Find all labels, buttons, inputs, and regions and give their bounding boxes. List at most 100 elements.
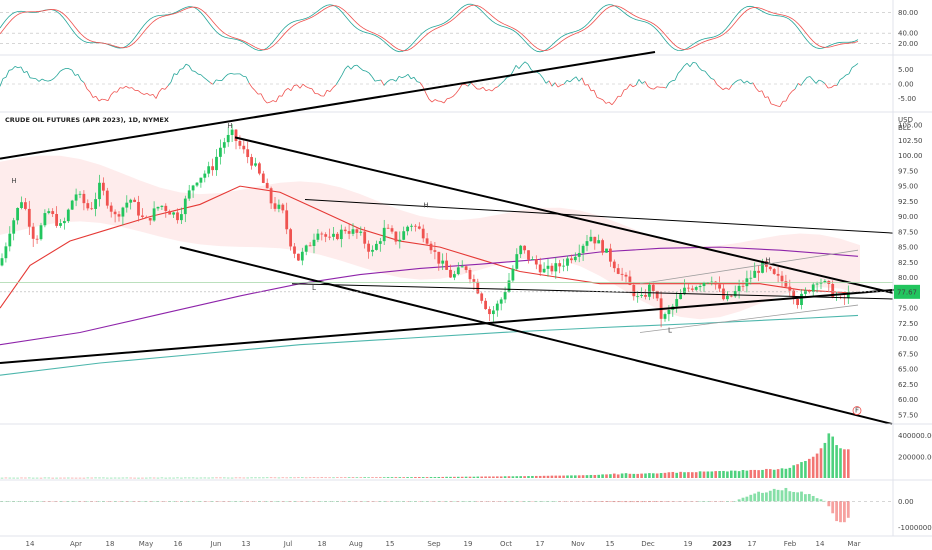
momentum-segment: [626, 84, 631, 90]
momentum-segment: [737, 79, 742, 81]
candle-body: [316, 233, 320, 240]
volume-bar: [410, 477, 413, 478]
volume-bar: [347, 477, 351, 478]
price-tick-label: 67.50: [898, 350, 918, 358]
volume-bar: [609, 474, 612, 478]
volume-bar: [538, 475, 542, 478]
candle-body: [375, 243, 378, 250]
candle-body: [293, 246, 296, 254]
momentum-segment: [431, 99, 436, 103]
price-tick-label: 82.50: [898, 259, 918, 267]
momentum-segment: [464, 83, 469, 87]
candle-body: [102, 182, 105, 191]
volume-bar: [488, 476, 491, 478]
volume-bar: [375, 477, 378, 478]
momentum-segment: [5, 70, 10, 78]
volume-bar: [648, 473, 651, 478]
candle-body: [694, 287, 698, 290]
volume-bar: [726, 471, 729, 478]
macd-histogram-bar: [846, 501, 850, 518]
volume-bar: [398, 477, 402, 478]
macd-histogram-bar: [651, 501, 655, 502]
macd-histogram-bar: [796, 492, 799, 502]
momentum-segment: [284, 88, 289, 91]
candle-body: [74, 194, 78, 201]
momentum-segment: [308, 87, 313, 90]
momentum-segment: [770, 103, 775, 106]
momentum-segment: [317, 93, 322, 97]
volume-bar: [585, 475, 589, 478]
volume-bar: [425, 477, 429, 478]
momentum-segment: [656, 86, 661, 88]
momentum-segment: [587, 84, 592, 92]
candle-body: [702, 282, 706, 287]
candle-body: [663, 314, 667, 319]
volume-bar: [772, 469, 776, 478]
moving-average-line: [0, 246, 859, 346]
candle-body: [460, 266, 464, 268]
momentum-segment: [845, 73, 850, 76]
candle-body: [698, 286, 702, 288]
momentum-segment: [734, 79, 739, 83]
candle-body: [585, 241, 589, 246]
momentum-segment: [815, 79, 820, 84]
price-tick-label: 102.50: [898, 137, 923, 145]
momentum-segment: [557, 84, 562, 88]
candle-body: [289, 229, 292, 247]
volume-bar: [507, 476, 511, 478]
momentum-segment: [206, 79, 211, 83]
macd-histogram-bar: [737, 499, 741, 502]
momentum-segment: [221, 76, 226, 81]
volume-bar: [332, 477, 335, 479]
volume-bar: [628, 473, 632, 478]
momentum-segment: [686, 63, 691, 67]
momentum-segment: [797, 83, 802, 86]
macd-histogram-bar: [741, 497, 745, 502]
momentum-segment: [416, 81, 421, 83]
candle-body: [414, 225, 417, 227]
momentum-segment: [104, 99, 109, 102]
volume-bar: [480, 476, 483, 478]
trendline: [304, 199, 894, 234]
momentum-segment: [296, 84, 301, 89]
candle-body: [339, 229, 343, 240]
volume-bar: [535, 475, 538, 478]
macd-histogram-bar: [800, 491, 803, 502]
macd-histogram-bar: [632, 501, 636, 503]
volume-bar: [823, 442, 827, 478]
momentum-segment: [155, 91, 160, 99]
momentum-segment: [200, 74, 205, 78]
momentum-segment: [74, 73, 79, 76]
volume-bar: [808, 458, 811, 478]
macd-histogram-bar: [745, 496, 749, 502]
candle-body: [125, 202, 129, 208]
candle-body: [90, 208, 94, 210]
momentum-segment: [410, 76, 415, 80]
momentum-segment: [653, 86, 658, 90]
volume-bar: [414, 477, 417, 478]
volume-bar: [117, 477, 121, 479]
candle-body: [254, 163, 257, 166]
time-tick-label: 17: [536, 540, 545, 548]
momentum-segment: [281, 90, 286, 97]
momentum-segment: [725, 87, 730, 90]
momentum-segment: [263, 99, 268, 104]
momentum-segment: [179, 68, 184, 70]
candle-body: [300, 251, 304, 261]
price-tick-label: 90.00: [898, 213, 918, 221]
trendline: [291, 283, 894, 300]
volume-bar: [515, 476, 519, 478]
momentum-segment: [566, 80, 571, 83]
volume-bar: [390, 477, 394, 478]
candle-body: [359, 231, 363, 233]
momentum-segment: [305, 86, 310, 89]
momentum-segment: [335, 79, 340, 86]
candle-body: [488, 309, 491, 315]
momentum-segment: [785, 94, 790, 102]
macd-histogram-bar: [597, 501, 601, 502]
volume-bar: [8, 477, 12, 479]
momentum-segment: [344, 65, 349, 70]
volume-bar: [601, 474, 604, 478]
unit-label: BLL: [898, 124, 911, 132]
candle-body: [207, 166, 211, 174]
